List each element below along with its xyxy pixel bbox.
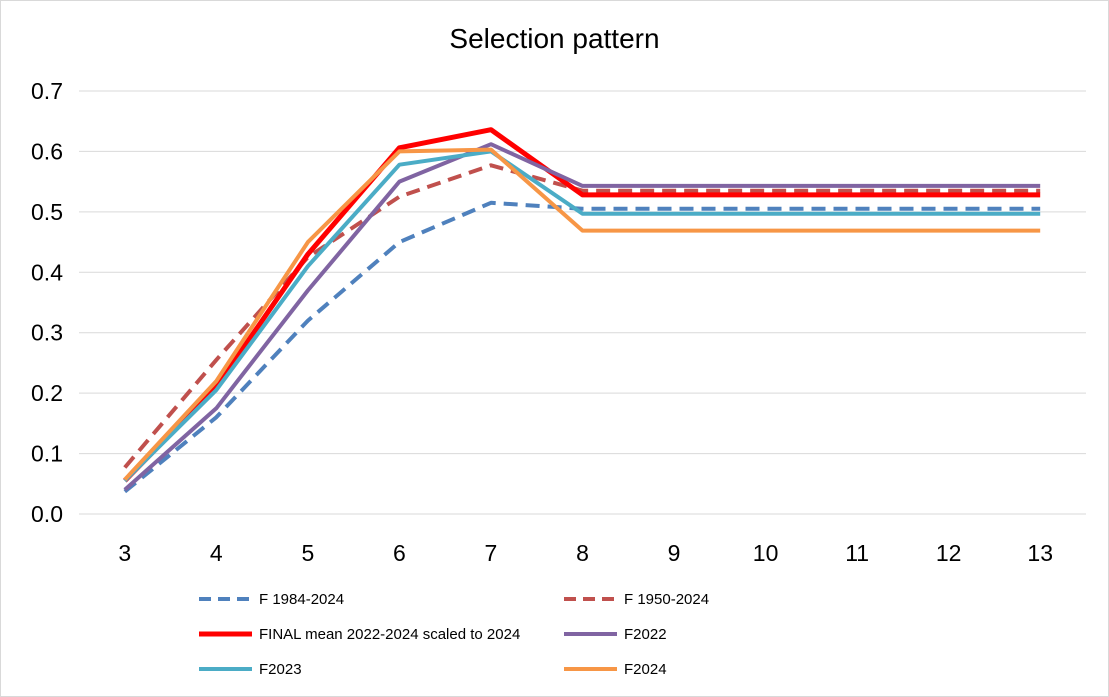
x-tick-label: 13 <box>1027 540 1053 566</box>
series-line <box>123 147 1041 481</box>
legend-item-label: F2023 <box>259 661 302 678</box>
x-tick-label: 4 <box>210 540 223 566</box>
y-tick-label: 0.7 <box>31 78 63 104</box>
y-tick-label: 0.2 <box>31 380 63 406</box>
legend-item-label: F 1984-2024 <box>259 591 344 608</box>
y-tick-label: 0.4 <box>31 259 63 285</box>
y-tick-label: 0.6 <box>31 138 63 164</box>
x-tick-label: 7 <box>485 540 498 566</box>
legend-item-label: F2022 <box>624 626 667 643</box>
x-tick-label: 10 <box>753 540 779 566</box>
y-tick-label: 0.1 <box>31 441 63 467</box>
legend-item-label: F2024 <box>624 661 667 678</box>
x-tick-label: 12 <box>936 540 962 566</box>
legend-item-label: FINAL mean 2022-2024 scaled to 2024 <box>259 626 520 643</box>
x-tick-label: 8 <box>576 540 589 566</box>
chart-title: Selection pattern <box>449 23 660 54</box>
y-tick-label: 0.3 <box>31 320 63 346</box>
x-tick-label: 5 <box>301 540 314 566</box>
series-line <box>123 200 1041 494</box>
y-tick-label: 0.0 <box>31 501 63 527</box>
y-tick-label: 0.5 <box>31 199 63 225</box>
legend-item-label: F 1950-2024 <box>624 591 709 608</box>
series-line <box>123 149 1041 483</box>
x-tick-label: 6 <box>393 540 406 566</box>
series-line <box>123 127 1041 483</box>
x-tick-label: 9 <box>668 540 681 566</box>
x-tick-label: 11 <box>845 540 869 566</box>
x-tick-label: 3 <box>118 540 131 566</box>
series-line <box>123 142 1041 492</box>
